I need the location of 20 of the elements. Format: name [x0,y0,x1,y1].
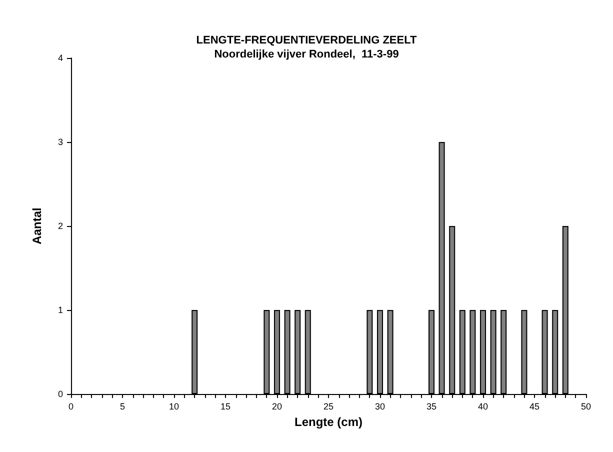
chart-title: LENGTE-FREQUENTIEVERDELING ZEELT [196,34,417,46]
x-axis-title: Lengte (cm) [294,414,363,429]
y-tick-label: 2 [58,221,63,231]
x-tick-label: 45 [529,402,540,412]
x-tick-label: 5 [120,402,126,412]
x-tick-label: 40 [478,402,488,412]
x-tick-label: 15 [220,402,231,412]
x-tick-label: 30 [374,402,386,412]
x-tick-label: 50 [580,402,592,412]
y-tick-label: 1 [58,305,63,315]
y-tick-label: 3 [58,137,63,147]
x-tick-label: 20 [272,402,282,412]
x-tick-label: 10 [168,402,180,412]
chart-subtitle: Noordelijke vijver Rondeel, 11-3-99 [214,48,399,60]
y-axis-title: Aantal [30,208,44,244]
y-tick-label: 4 [58,53,63,63]
x-tick-label: 0 [68,402,74,412]
x-tick-label: 35 [426,402,437,412]
y-tick-label: 0 [58,389,63,399]
x-tick-label: 25 [323,402,334,412]
